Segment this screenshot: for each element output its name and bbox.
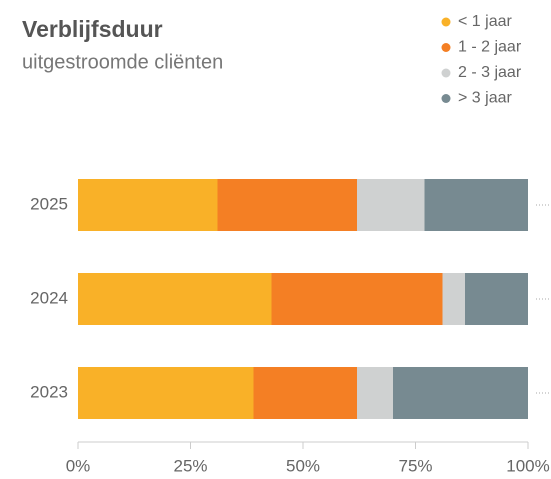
- bar-segment: [465, 273, 528, 325]
- legend-swatch: [441, 94, 451, 103]
- x-tick-label: 0%: [66, 456, 91, 475]
- legend-label: 1 - 2 jaar: [458, 39, 522, 56]
- legend-swatch: [441, 68, 451, 78]
- bar-segment: [271, 273, 443, 325]
- chart-subtitle: uitgestroomde cliënten: [22, 51, 223, 73]
- y-tick-label: 2025: [30, 194, 68, 213]
- legend-label: < 1 jaar: [458, 13, 512, 30]
- x-tick-label: 75%: [398, 456, 432, 475]
- bar-segment: [442, 273, 465, 325]
- y-tick-label: 2023: [30, 382, 68, 401]
- x-tick-label: 50%: [286, 456, 320, 475]
- bar-segment: [217, 179, 357, 231]
- legend-label: > 3 jaar: [458, 90, 512, 107]
- bar-segment: [357, 367, 393, 419]
- x-tick-label: 100%: [506, 456, 549, 475]
- chart-title: Verblijfsduur: [22, 16, 163, 42]
- bar-segment: [357, 179, 425, 231]
- legend-swatch: [441, 17, 451, 27]
- bar-segment: [253, 367, 357, 419]
- x-tick-label: 25%: [173, 456, 207, 475]
- bar-segment: [78, 367, 254, 419]
- y-tick-label: 2024: [30, 288, 68, 307]
- legend-label: 2 - 3 jaar: [458, 64, 522, 81]
- bar-segment: [78, 179, 218, 231]
- bar-segment: [393, 367, 528, 419]
- bar-segment: [424, 179, 528, 231]
- bar-segment: [78, 273, 272, 325]
- legend-swatch: [441, 43, 451, 52]
